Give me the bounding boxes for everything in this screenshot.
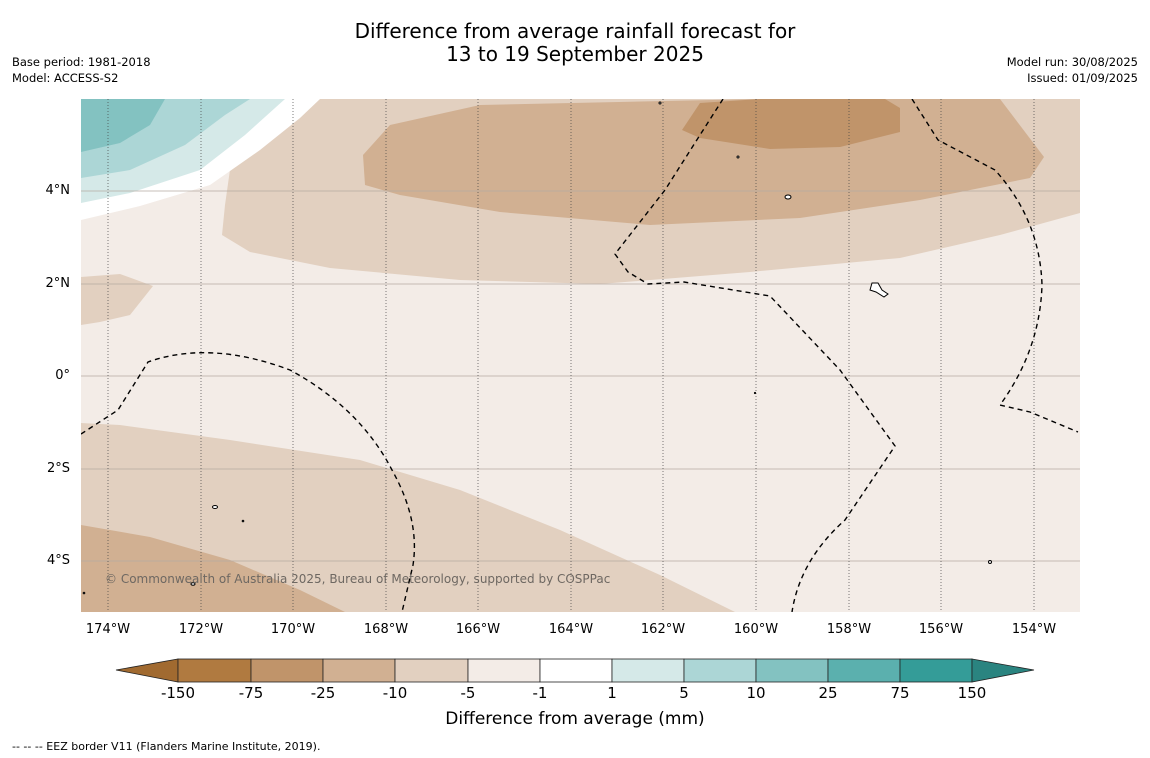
lon-label: 170°W [270, 622, 316, 637]
lon-label: 172°W [178, 622, 224, 637]
colorbar-tick-label: -10 [382, 684, 408, 702]
issued-date: Issued: 01/09/2025 [1027, 71, 1138, 85]
lat-label: 4°N [45, 183, 71, 198]
colorbar-tick-label: -150 [160, 684, 196, 702]
colorbar-tick-label: 150 [957, 684, 987, 702]
lon-label: 168°W [363, 622, 409, 637]
title-line-2: 13 to 19 September 2025 [446, 42, 704, 66]
lon-label: 156°W [918, 622, 964, 637]
model-name: Model: ACCESS-S2 [12, 71, 119, 85]
colorbar-swatch [827, 658, 901, 683]
colorbar-tick-label: 75 [890, 684, 910, 702]
colorbar [115, 658, 1035, 683]
latitude-gridlines [81, 190, 1080, 562]
colorbar-swatch [250, 658, 324, 683]
lon-label: 164°W [548, 622, 594, 637]
lon-label: 160°W [733, 622, 779, 637]
model-run: Model run: 30/08/2025 [1006, 55, 1138, 69]
west-patch-minus10 [81, 274, 153, 325]
south-band-minus25 [81, 525, 345, 612]
north-band-minus75 [682, 99, 900, 149]
colorbar-swatch [467, 658, 541, 683]
colorbar-high-extension [971, 658, 1035, 683]
colorbar-tick-label: 10 [746, 684, 766, 702]
island [658, 101, 662, 105]
island [241, 519, 245, 523]
title-line-1: Difference from average rainfall forecas… [354, 19, 796, 43]
lat-label: 0° [55, 368, 70, 383]
eez-border-west [81, 352, 416, 612]
colorbar-swatch [755, 658, 829, 683]
islands [82, 101, 992, 595]
colorbar-swatch [611, 658, 685, 683]
island [869, 282, 889, 298]
eez-footnote: -- -- -- EEZ border V11 (Flanders Marine… [12, 740, 321, 753]
eez-borders [81, 99, 1079, 612]
base-period: Base period: 1981-2018 [12, 55, 151, 69]
lat-label: 2°S [46, 461, 70, 476]
colorbar-tick-label: -75 [238, 684, 264, 702]
colorbar-tick-label: 5 [679, 684, 689, 702]
island [988, 560, 992, 564]
lat-label: 2°N [45, 276, 71, 291]
colorbar-title: Difference from average (mm) [445, 709, 705, 729]
island [784, 194, 792, 200]
colorbar-swatch [322, 658, 396, 683]
colorbar-swatch [394, 658, 469, 683]
colorbar-tick-label: -1 [532, 684, 548, 702]
island [212, 505, 218, 509]
colorbar-tick-label: 25 [818, 684, 838, 702]
lon-label: 162°W [640, 622, 686, 637]
meta-left: Base period: 1981-2018 Model: ACCESS-S2 [12, 54, 151, 86]
colorbar-tick-label: 1 [607, 684, 617, 702]
eez-border-east [911, 99, 1079, 433]
meta-right: Model run: 30/08/2025 Issued: 01/09/2025 [1007, 54, 1138, 86]
lon-label: 158°W [826, 622, 872, 637]
rainfall-anomaly-field [81, 99, 1080, 612]
nw-band-plus25 [81, 99, 165, 152]
island [736, 155, 740, 159]
eez-border-central [614, 99, 896, 612]
lat-label: 4°S [46, 553, 70, 568]
map-title: Difference from average rainfall forecas… [0, 20, 1150, 66]
colorbar-swatch [539, 658, 613, 683]
island [190, 582, 196, 586]
colorbar-low-extension [115, 658, 179, 683]
island [82, 591, 86, 595]
colorbar-tick-label: -25 [310, 684, 336, 702]
colorbar-swatch [177, 658, 252, 683]
south-band-minus10 [81, 423, 735, 612]
colorbar-tick-label: -5 [460, 684, 476, 702]
island [753, 391, 757, 395]
copyright-notice: © Commonwealth of Australia 2025, Bureau… [105, 572, 611, 586]
lon-label: 166°W [455, 622, 501, 637]
colorbar-swatch [683, 658, 757, 683]
lon-label: 174°W [85, 622, 131, 637]
lon-label: 154°W [1011, 622, 1057, 637]
colorbar-swatch [899, 658, 973, 683]
